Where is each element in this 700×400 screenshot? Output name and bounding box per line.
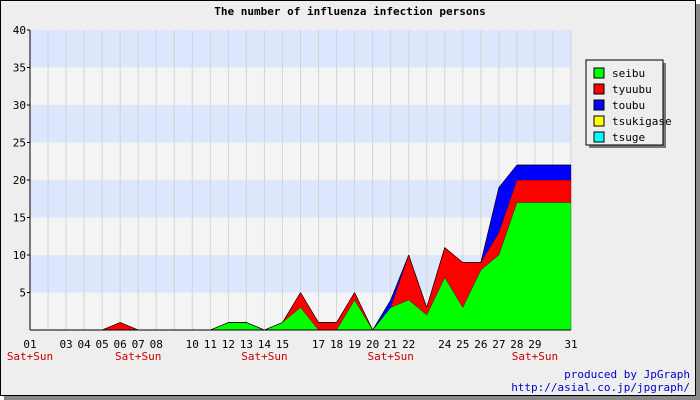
weekend-label: Sat+Sun [7,350,53,363]
x-tick-label: 01 [23,338,36,351]
x-tick-label: 21 [384,338,397,351]
legend-swatch [593,131,605,143]
x-tick-label: 24 [438,338,452,351]
x-tick-label: 10 [186,338,199,351]
x-tick-label: 08 [150,338,163,351]
chart-title: The number of influenza infection person… [214,5,486,18]
legend-label: tsuge [612,131,645,144]
x-tick-label: 28 [510,338,523,351]
weekend-labels: Sat+Sun Sat+Sun Sat+Sun Sat+Sun Sat+Sun [7,350,558,363]
legend-label: seibu [612,67,645,80]
weekend-label: Sat+Sun [367,350,413,363]
legend-swatch [593,99,605,111]
y-tick-label: 20 [13,174,26,187]
x-tick-label: 29 [528,338,541,351]
legend-swatch [593,115,605,127]
x-tick-label: 27 [492,338,505,351]
x-tick-label: 12 [222,338,235,351]
legend-label: toubu [612,99,645,112]
legend: seibu tyuubu toubu tsukigase tsuge [585,59,672,148]
credit-line1: produced by JpGraph [564,368,690,381]
x-tick-label: 18 [330,338,343,351]
weekend-label: Sat+Sun [512,350,558,363]
y-tick-labels: 5 10 15 20 25 30 35 40 [13,24,30,300]
y-tick-label: 5 [19,287,26,300]
legend-label: tyuubu [612,83,652,96]
y-tick-label: 25 [13,137,26,150]
y-tick-label: 35 [13,62,26,75]
credit-line2: http://asial.co.jp/jpgraph/ [511,381,690,394]
x-tick-labels: 01 03 04 05 06 07 08 10 11 12 13 14 15 17 18 19 20 21 22 24… [23,338,577,351]
weekend-label: Sat+Sun [241,350,287,363]
x-tick-label: 07 [132,338,145,351]
x-tick-label: 26 [474,338,487,351]
x-tick-label: 17 [312,338,325,351]
x-tick-label: 03 [59,338,72,351]
x-tick-label: 25 [456,338,469,351]
x-tick-label: 11 [204,338,217,351]
x-tick-label: 14 [258,338,272,351]
x-tick-label: 06 [114,338,127,351]
x-tick-label: 15 [276,338,289,351]
weekend-label: Sat+Sun [115,350,161,363]
x-tick-label: 13 [240,338,253,351]
x-tick-label: 04 [77,338,91,351]
x-tick-label: 22 [402,338,415,351]
legend-label: tsukigase [612,115,672,128]
x-tick-label: 31 [564,338,577,351]
x-tick-label: 19 [348,338,361,351]
x-tick-label: 05 [96,338,109,351]
x-tick-label: 20 [366,338,379,351]
y-tick-label: 10 [13,249,26,262]
legend-swatch [593,83,605,95]
legend-swatch [593,67,605,79]
y-tick-label: 30 [13,99,26,112]
y-tick-label: 15 [13,212,26,225]
y-tick-label: 40 [13,24,26,37]
